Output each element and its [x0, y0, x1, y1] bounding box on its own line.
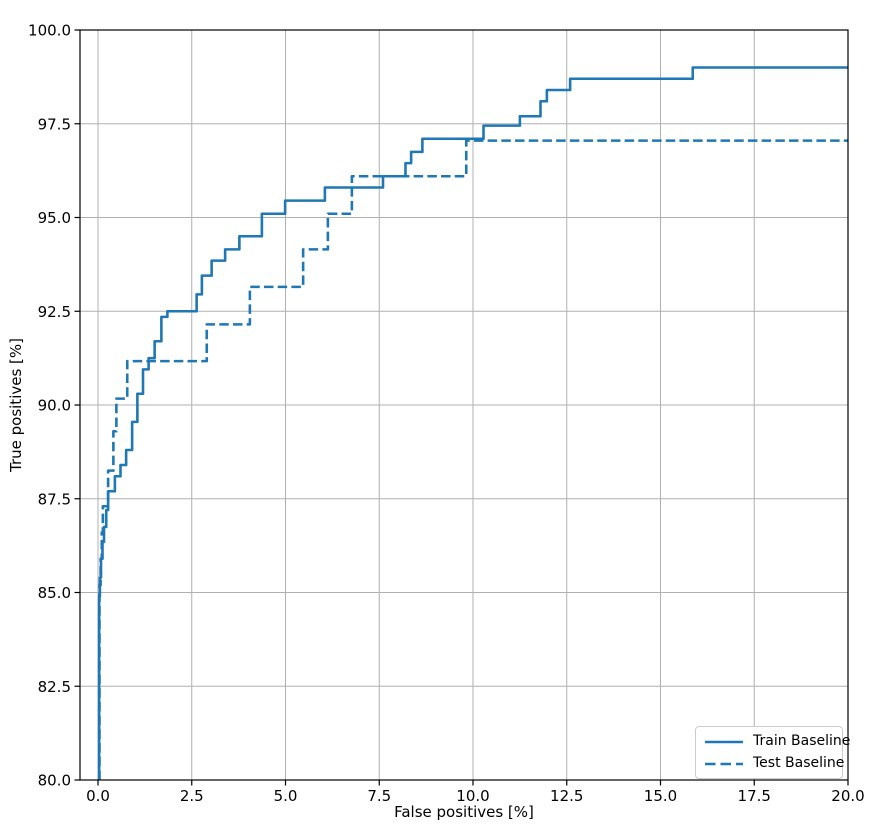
- x-tick-label: 20.0: [831, 787, 864, 805]
- x-tick-label: 17.5: [738, 787, 771, 805]
- y-tick-label: 100.0: [28, 22, 71, 40]
- y-tick-label: 95.0: [38, 209, 71, 227]
- series-layer: [97, 66, 848, 780]
- x-tick-label: 5.0: [274, 787, 298, 805]
- y-tick-label: 90.0: [38, 397, 71, 415]
- y-tick-label: 92.5: [38, 303, 71, 321]
- legend-item-train: Train Baseline: [704, 732, 850, 751]
- y-tick-label: 87.5: [38, 490, 71, 508]
- x-tick-label: 12.5: [550, 787, 583, 805]
- legend: Train Baseline Test Baseline: [695, 726, 850, 779]
- solid-line-sample-icon: [705, 740, 743, 743]
- y-tick-label: 80.0: [38, 772, 71, 790]
- x-axis-label: False positives [%]: [394, 803, 534, 821]
- x-tick-label: 0.0: [86, 787, 110, 805]
- tick-label-layer: 0.0 2.5 5.0 7.5 10.0 12.5 15.0 17.5 20.0 80.0 82.5…: [28, 22, 865, 806]
- axis-layer: [74, 29, 849, 786]
- test-curve: [98, 139, 848, 780]
- y-axis-label: True positives [%]: [7, 338, 25, 473]
- legend-label-train: Train Baseline: [753, 733, 851, 749]
- x-tick-label: 7.5: [367, 787, 391, 805]
- x-tick-label: 10.0: [456, 787, 489, 805]
- x-tick-label: 15.0: [644, 787, 677, 805]
- y-tick-label: 82.5: [38, 678, 71, 696]
- y-tick-label: 97.5: [38, 115, 71, 133]
- dashed-line-sample-icon: [705, 762, 743, 765]
- y-tick-label: 85.0: [38, 584, 71, 602]
- grid-layer: [80, 29, 849, 781]
- legend-label-test: Test Baseline: [753, 755, 845, 771]
- legend-item-test: Test Baseline: [704, 754, 844, 773]
- x-tick-label: 2.5: [180, 787, 204, 805]
- train-curve: [97, 66, 848, 780]
